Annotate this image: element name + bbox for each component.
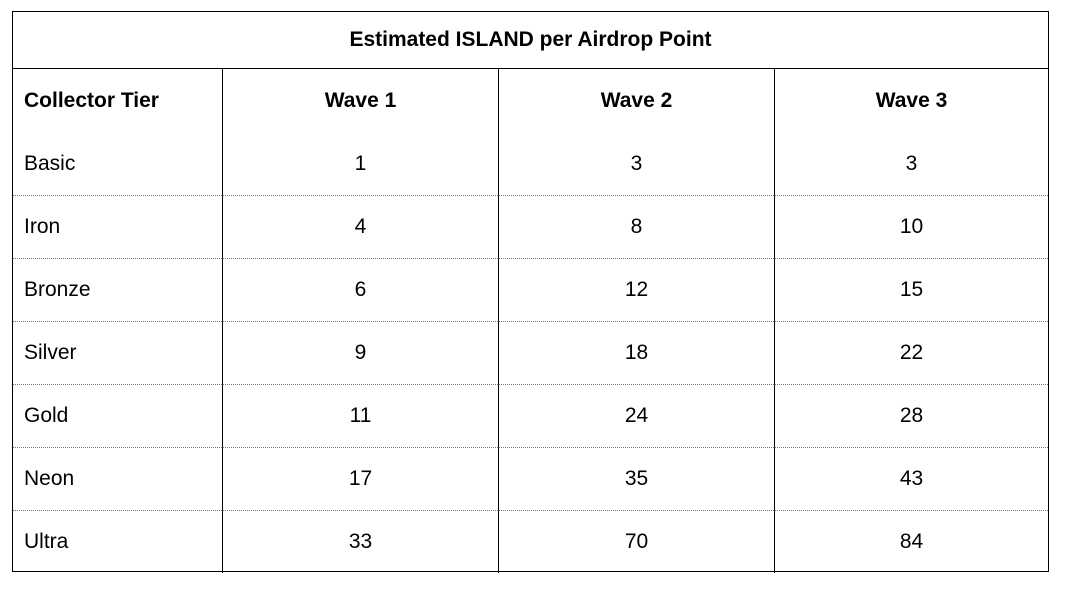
table-cell: Neon [13, 447, 222, 510]
table-cell: Basic [24, 151, 76, 175]
table-cell: 4 [222, 195, 498, 258]
table-cell: 18 [498, 321, 774, 384]
table-cell: 28 [774, 384, 1048, 447]
table-cell: 6 [222, 258, 498, 321]
table-cell: 24 [498, 384, 774, 447]
table-title: Estimated ISLAND per Airdrop Point [13, 12, 1048, 69]
table-cell: 3 [774, 132, 1048, 195]
table-cell: Gold [13, 384, 222, 447]
table-cell: 35 [498, 447, 774, 510]
table-cell: Silver [13, 321, 222, 384]
table-cell: Ultra [13, 510, 222, 573]
table-cell: 12 [498, 258, 774, 321]
table-cell: 11 [222, 384, 498, 447]
table-cell: Iron [13, 195, 222, 258]
table-cell: 8 [498, 195, 774, 258]
table-cell: 33 [222, 510, 498, 573]
table-cell: 3 [498, 132, 774, 195]
header-cell: Wave 2 [498, 69, 774, 132]
table-cell: 15 [774, 258, 1048, 321]
table-cell: 84 [774, 510, 1048, 573]
table-cell: 1 [222, 132, 498, 195]
table-cell: Bronze [13, 258, 222, 321]
table-cell: 70 [498, 510, 774, 573]
table-cell: 17 [222, 447, 498, 510]
header-cell: Collector Tier [24, 88, 159, 112]
header-cell: Wave 3 [774, 69, 1048, 132]
header-cell: Wave 1 [222, 69, 498, 132]
table-cell: 22 [774, 321, 1048, 384]
table-cell: 10 [774, 195, 1048, 258]
table-cell: 9 [222, 321, 498, 384]
table-cell: 43 [774, 447, 1048, 510]
table: Estimated ISLAND per Airdrop Point Colle… [12, 11, 1049, 573]
